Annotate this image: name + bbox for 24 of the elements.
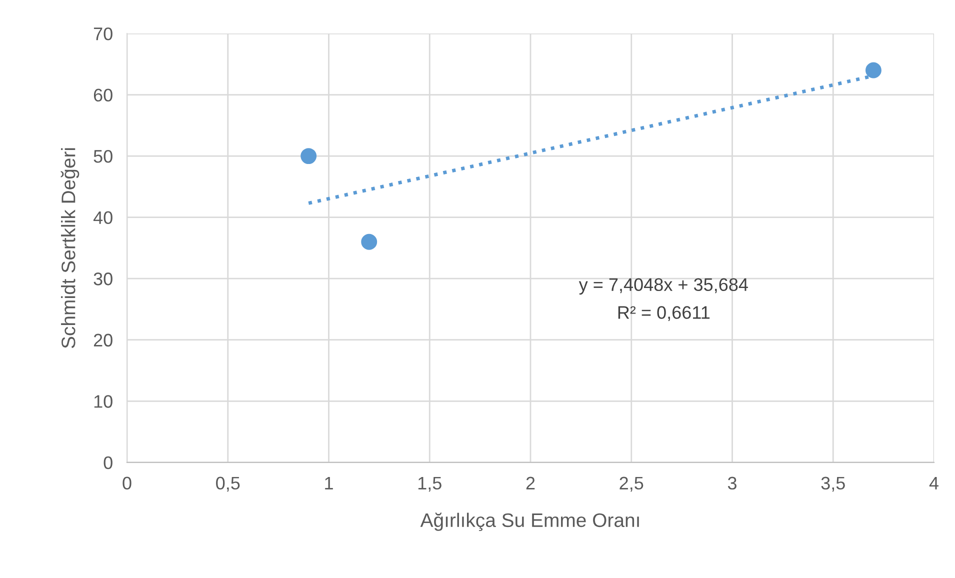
x-tick-label: 1,5 (418, 476, 442, 492)
y-axis-title: Schmidt Sertklik Değeri (60, 148, 80, 348)
x-tick-label: 1 (325, 476, 333, 490)
y-tick-label: 70 (94, 27, 112, 40)
x-tick-label: 3,5 (821, 476, 845, 492)
x-tick-label: 0,5 (216, 476, 240, 492)
x-tick-label: 2,5 (620, 476, 644, 492)
point (361, 234, 378, 250)
y-tick-label: 10 (94, 395, 112, 408)
point (300, 148, 317, 164)
x-tick-label: 0 (122, 476, 132, 490)
annotation: y = 7,4048x + 35,684 (578, 278, 748, 295)
annotation: R² = 0,6611 (618, 306, 710, 322)
y-tick-label: 20 (94, 334, 112, 347)
y-tick-label: 50 (94, 150, 112, 163)
x-axis-title: Ağırlıkça Su Emme Oranı (420, 512, 639, 532)
point (865, 62, 882, 78)
x-tick-label: 2 (526, 476, 535, 490)
x-tick-label: 4 (929, 476, 938, 490)
y-tick-label: 40 (93, 211, 112, 224)
y-tick-label: 0 (104, 456, 112, 470)
y-tick-label: 30 (94, 272, 112, 286)
y-tick-label: 60 (94, 88, 112, 102)
x-tick-label: 3 (728, 476, 736, 490)
